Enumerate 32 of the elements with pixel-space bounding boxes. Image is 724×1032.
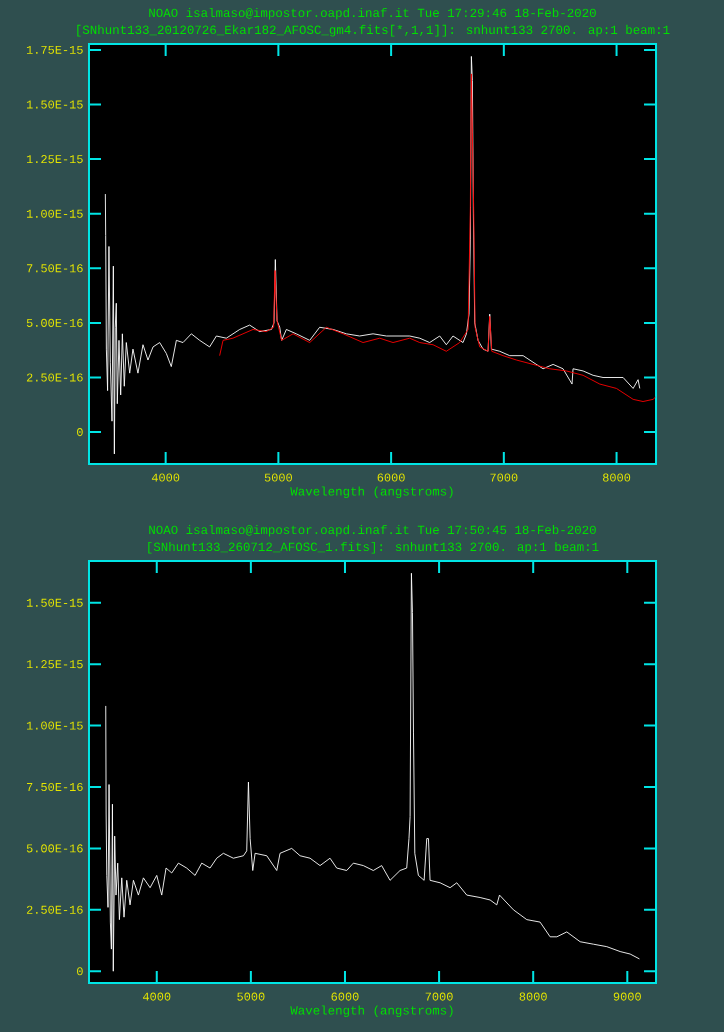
x-tick-label: 8000	[519, 992, 547, 1001]
chart-title: NOAO isalmaso@impostor.oapd.inaf.it Tue 17:50:45 18-Feb-2020	[149, 524, 596, 537]
x-axis-title: Wavelength (angstroms)	[290, 1005, 453, 1018]
y-tick-label: 7.50E-16	[27, 264, 83, 273]
y-tick-label: 7.50E-16	[27, 782, 83, 792]
y-tick-label: 0	[77, 428, 83, 437]
x-tick-label: 5000	[237, 992, 265, 1001]
x-tick-label: 4000	[143, 992, 171, 1001]
y-tick-label: 0	[77, 967, 83, 976]
y-tick-label: 1.50E-15	[26, 598, 83, 607]
x-tick-label: 6000	[331, 992, 359, 1001]
x-tick-label: 7000	[425, 992, 453, 1001]
x-tick-label: 9000	[613, 992, 641, 1001]
x-axis-title: Wavelength (angstroms)	[290, 486, 453, 499]
y-tick-label: 2.50E-16	[26, 905, 83, 914]
y-tick-label: 1.50E-15	[26, 100, 83, 109]
y-tick-label: 1.75E-15	[26, 45, 83, 54]
y-tick-label: 1.00E-15	[26, 209, 83, 218]
y-tick-label: 5.00E-16	[26, 318, 83, 327]
y-tick-label: 1.25E-15	[26, 660, 83, 669]
chart-subtitle: [SNhunt133_20120726_Ekar182_AFOSC_gm4.fits[*,1,1]]: snhunt133 2700. ap:1 beam:1	[77, 24, 670, 37]
y-tick-label: 1.25E-15	[26, 155, 83, 164]
x-tick-label: 8000	[602, 473, 631, 482]
chart-subtitle: [SNhunt133_260712_AFOSC_1.fits]: snhunt133 2700. ap:1 beam:1	[148, 541, 599, 554]
x-tick-label: 7000	[490, 473, 518, 482]
x-tick-label: 5000	[264, 473, 292, 482]
y-tick-label: 5.00E-16	[26, 844, 83, 853]
chart-title: NOAO isalmaso@impostor.oapd.inaf.it Tue 17:29:46 18-Feb-2020	[149, 7, 596, 20]
x-tick-label: 4000	[151, 473, 180, 482]
y-tick-label: 2.50E-16	[26, 373, 83, 382]
y-tick-label: 1.00E-15	[26, 721, 83, 730]
x-tick-label: 6000	[377, 473, 405, 482]
